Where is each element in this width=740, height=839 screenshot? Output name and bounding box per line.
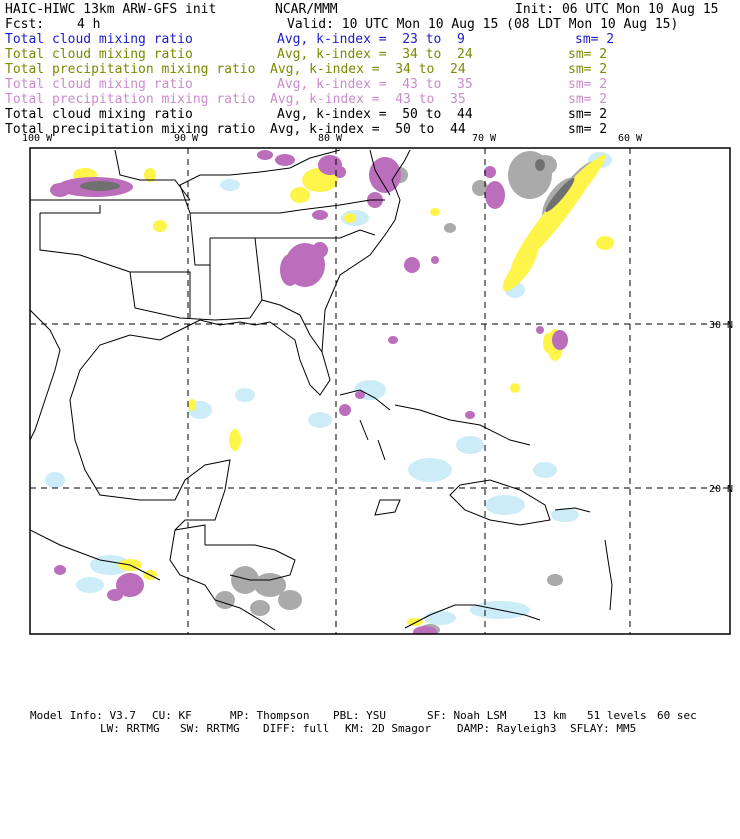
valid-time: Valid: 10 UTC Mon 10 Aug 15 (08 LDT Mon … [287,17,679,32]
layer-smoothing: sm= 2 [568,77,608,92]
shortwave-scheme: SW: RRTMG [180,722,240,735]
forecast-label: Fcst: [5,17,45,32]
damping-option: DAMP: Rayleigh3 [457,722,557,735]
microphysics-scheme: MP: Thompson [230,709,310,722]
timestep: 60 sec [657,709,697,722]
layer-smoothing: sm= 2 [568,122,608,137]
lon-label: 80 W [318,133,343,144]
longwave-scheme: LW: RRTMG [100,722,160,735]
layer-row: Total cloud mixing ratio Avg, k-index = 4… [5,77,737,92]
longitude-labels: 100 W 90 W 80 W 70 W 60 W [22,133,643,144]
layer-row: Total cloud mixing ratio Avg, k-index = 3… [5,47,737,62]
layer-name: Total cloud mixing ratio [5,107,193,122]
layer-row: Total precipitation mixing ratio Avg, k-i… [5,92,737,107]
layer-row: Total precipitation mixing ratio Avg, k-i… [5,62,737,77]
purple-precipitation-areas [50,150,568,634]
lat-label: 20 N [709,484,733,495]
grid-spacing: 13 km [533,709,567,722]
layer-smoothing: sm= 2 [575,32,615,47]
layer-stat: Avg, k-index = 34 to 24 [270,62,466,77]
plot-header: HAIC-HIWC 13km ARW-GFS init NCAR/MMM Ini… [5,2,737,137]
model-version: Model Info: V3.7 [30,709,136,722]
layer-smoothing: sm= 2 [568,107,608,122]
lat-lon-grid [30,148,730,634]
layer-name: Total precipitation mixing ratio [5,122,256,137]
layer-smoothing: sm= 2 [568,47,608,62]
layer-row: Total cloud mixing ratio Avg, k-index = 2… [5,32,737,47]
layer-stat: Avg, k-index = 23 to 9 [277,32,465,47]
init-time: Init: 06 UTC Mon 10 Aug 15 [515,2,719,17]
vertical-levels: 51 levels [587,709,647,722]
km-option: KM: 2D Smagor [345,722,432,735]
layer-name: Total precipitation mixing ratio [5,92,256,107]
model-info-footer: Model Info: V3.7 CU: KF MP: Thompson PBL… [0,709,740,735]
surface-layer-option: SFLAY: MM5 [570,722,637,735]
layer-name: Total cloud mixing ratio [5,47,193,62]
yellow-cloud-areas [73,154,614,626]
lon-label: 90 W [174,133,199,144]
layer-name: Total cloud mixing ratio [5,32,193,47]
layer-name: Total precipitation mixing ratio [5,62,256,77]
layer-row: Total precipitation mixing ratio Avg, k-i… [5,122,737,137]
layer-stat: Avg, k-index = 43 to 35 [277,77,473,92]
institution: NCAR/MMM [275,2,338,17]
layer-name: Total cloud mixing ratio [5,77,193,92]
footer-row-1: Model Info: V3.7 CU: KF MP: Thompson PBL… [0,709,740,722]
layer-smoothing: sm= 2 [568,62,608,77]
lon-label: 100 W [22,133,53,144]
layer-smoothing: sm= 2 [568,92,608,107]
model-title: HAIC-HIWC 13km ARW-GFS init [5,2,217,17]
dark-gray-cloud-cores [80,159,575,213]
layer-stat: Avg, k-index = 34 to 24 [277,47,473,62]
weather-map: 100 W 90 W 80 W 70 W 60 W 30 N 20 N [22,133,733,635]
cumulus-scheme: CU: KF [152,709,192,722]
light-blue-cloud-areas [45,152,612,625]
footer-row-2: LW: RRTMG SW: RRTMG DIFF: full KM: 2D Sm… [0,722,740,735]
header-row-1: HAIC-HIWC 13km ARW-GFS init NCAR/MMM Ini… [5,2,737,17]
layer-row: Total cloud mixing ratio Avg, k-index = 5… [5,107,737,122]
layer-stat: Avg, k-index = 43 to 35 [270,92,466,107]
pbl-scheme: PBL: YSU [333,709,386,722]
header-row-2: Fcst: 4 h Valid: 10 UTC Mon 10 Aug 15 (0… [5,17,737,32]
forecast-value: 4 h [77,17,101,32]
lat-label: 30 N [709,320,733,331]
layer-legend: Total cloud mixing ratio Avg, k-index = 2… [5,32,737,137]
lon-label: 60 W [618,133,643,144]
layer-stat: Avg, k-index = 50 to 44 [270,122,466,137]
latitude-labels: 30 N 20 N [709,320,733,495]
lon-label: 70 W [472,133,497,144]
map-frame [29,147,731,635]
diffusion-option: DIFF: full [263,722,330,735]
surface-scheme: SF: Noah LSM [427,709,507,722]
layer-stat: Avg, k-index = 50 to 44 [277,107,473,122]
